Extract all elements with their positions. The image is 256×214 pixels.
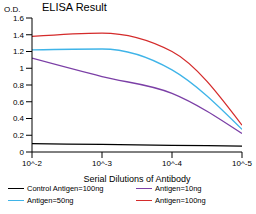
svg-text:10^-5: 10^-5 [232,159,252,168]
svg-text:1.6: 1.6 [13,14,25,23]
svg-text:0.6: 0.6 [13,98,25,107]
html-text:Antigen=100ng: Antigen=100ng [155,196,206,205]
svg-text:Serial Dilutions of Antibody: Serial Dilutions of Antibody [83,174,191,184]
svg-text:10^-3: 10^-3 [92,159,112,168]
html-text:O.D.: O.D. [4,5,21,14]
svg-text:10^-2: 10^-2 [22,159,42,168]
html-text:Antigen=50ng: Antigen=50ng [27,196,74,205]
svg-text:0.4: 0.4 [13,114,25,123]
svg-text:1.2: 1.2 [13,47,25,56]
svg-text:0: 0 [20,148,25,157]
svg-text:1: 1 [20,64,25,73]
svg-text:1.4: 1.4 [13,31,25,40]
html-text:Control Antigen=100ng: Control Antigen=100ng [27,184,104,193]
html-text:ELISA Result: ELISA Result [42,1,107,13]
svg-text:0.8: 0.8 [13,81,25,90]
svg-text:10^-4: 10^-4 [162,159,182,168]
svg-text:0.2: 0.2 [13,131,25,140]
html-text:Antigen=10ng: Antigen=10ng [155,184,202,193]
